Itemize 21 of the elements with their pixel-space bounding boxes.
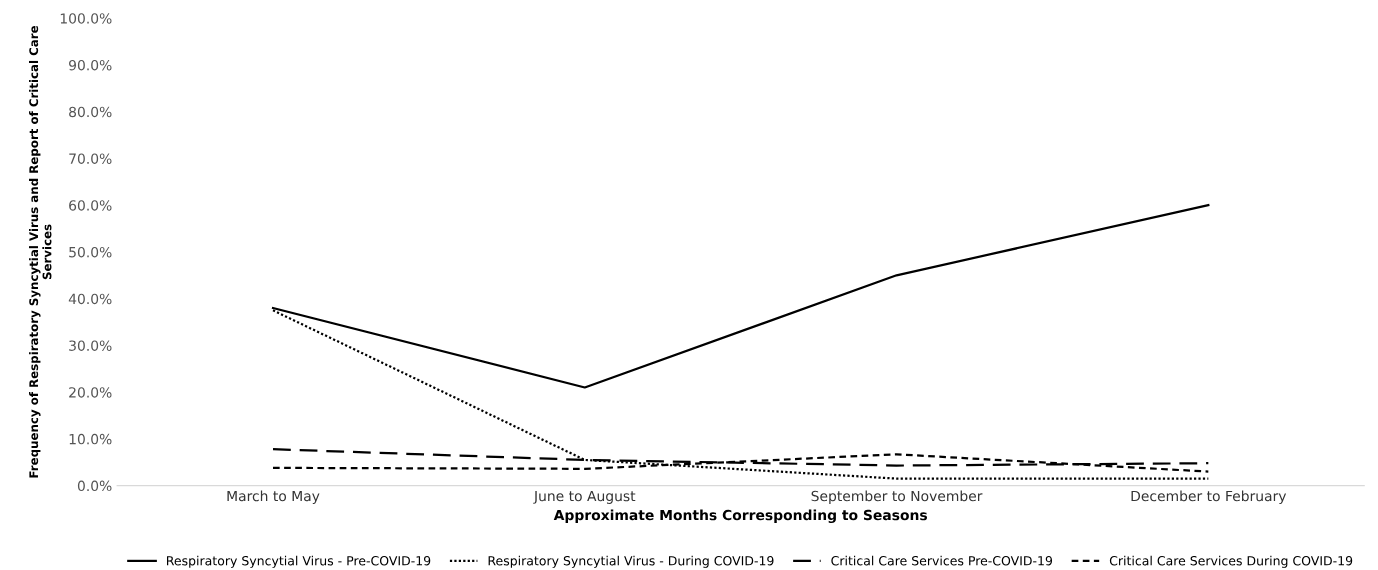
y-tick-label: 70.0% [69, 153, 112, 164]
legend-label: Critical Care Services Pre-COVID-19 [831, 555, 1053, 566]
x-tick-label: December to February [1131, 490, 1287, 504]
y-tick-label: 40.0% [68, 293, 112, 305]
y-tick-label: 0.0% [77, 480, 112, 492]
y-tick-label: 100.0% [60, 13, 112, 24]
y-tick-label: 30.0% [69, 340, 112, 351]
legend-label: Respiratory Syncytial Virus - During COVID-19 [488, 555, 774, 568]
y-axis-title: Frequency of Respiratory Syncytial Virus and Report of Critical Care Services [29, 25, 52, 478]
y-tick-label: 80.0% [69, 106, 112, 118]
y-tick-label: 10.0% [69, 433, 112, 445]
legend-label: Respiratory Syncytial Virus - Pre-COVID-19 [167, 555, 431, 568]
y-tick-label: 50.0% [69, 246, 112, 258]
x-axis-title: Approximate Months Corresponding to Seasons [553, 509, 928, 524]
y-tick-label: 60.0% [69, 200, 112, 211]
legend-label: Critical Care Services During COVID-19 [1109, 555, 1353, 568]
y-tick-label: 90.0% [69, 59, 112, 71]
x-tick-label: September to November [811, 490, 983, 504]
x-tick-label: June to August [533, 490, 636, 504]
x-tick-label: March to May [227, 490, 320, 504]
y-tick-label: 20.0% [69, 387, 112, 398]
